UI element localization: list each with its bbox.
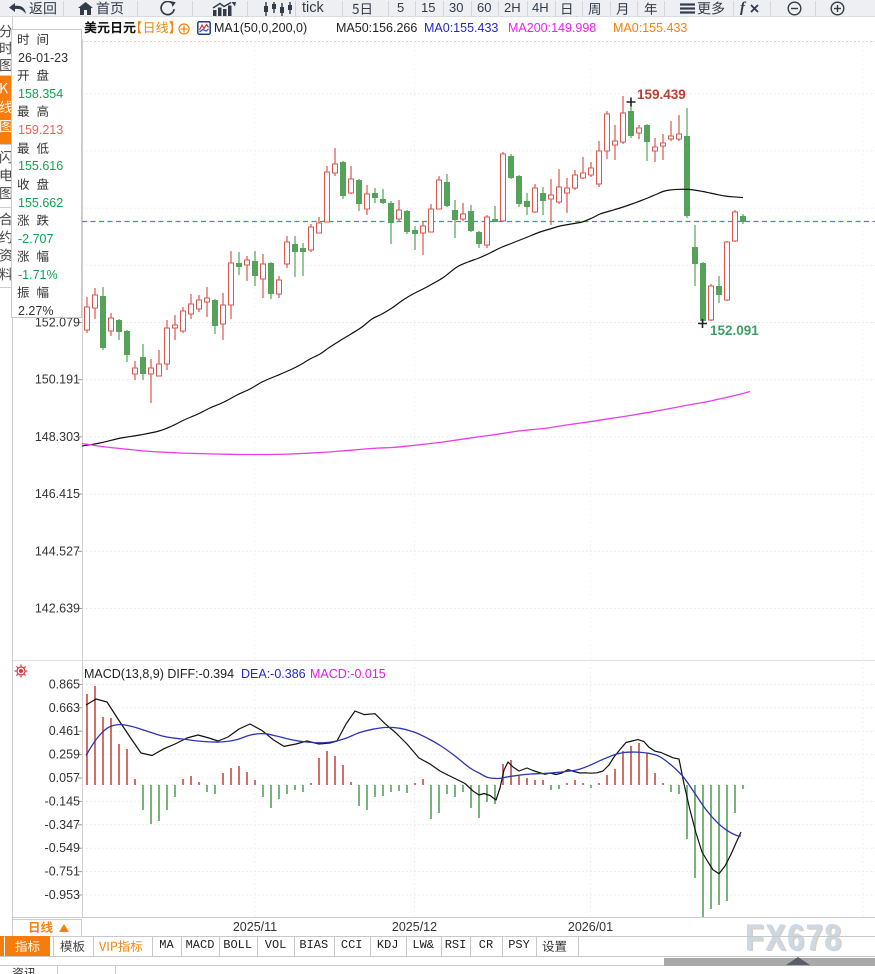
svg-text:152.091: 152.091 xyxy=(710,323,759,338)
svg-text:2026/01: 2026/01 xyxy=(568,920,613,934)
svg-text:142.639: 142.639 xyxy=(35,602,80,616)
svg-text:-0.347: -0.347 xyxy=(45,818,80,832)
svg-text:0.057: 0.057 xyxy=(49,771,80,785)
svg-text:MACD:-0.015: MACD:-0.015 xyxy=(310,667,386,681)
svg-text:0.865: 0.865 xyxy=(49,677,80,691)
svg-text:0.663: 0.663 xyxy=(49,701,80,715)
svg-text:146.415: 146.415 xyxy=(35,487,80,501)
svg-text:-0.953: -0.953 xyxy=(45,888,80,902)
svg-text:2025/11: 2025/11 xyxy=(233,920,277,934)
svg-text:-0.145: -0.145 xyxy=(45,794,80,808)
svg-text:152.079: 152.079 xyxy=(35,316,80,330)
svg-text:148.303: 148.303 xyxy=(35,430,80,444)
svg-text:0.461: 0.461 xyxy=(49,724,80,738)
svg-text:144.527: 144.527 xyxy=(35,544,80,558)
svg-text:159.439: 159.439 xyxy=(637,87,686,102)
svg-text:MACD(13,8,9) DIFF:-0.394: MACD(13,8,9) DIFF:-0.394 xyxy=(84,667,234,681)
svg-text:2025/12: 2025/12 xyxy=(392,920,437,934)
svg-text:150.191: 150.191 xyxy=(35,373,80,387)
svg-text:DEA:-0.386: DEA:-0.386 xyxy=(241,667,306,681)
svg-text:-0.549: -0.549 xyxy=(45,841,80,855)
svg-text:0.259: 0.259 xyxy=(49,748,80,762)
svg-text:-0.751: -0.751 xyxy=(45,865,80,879)
